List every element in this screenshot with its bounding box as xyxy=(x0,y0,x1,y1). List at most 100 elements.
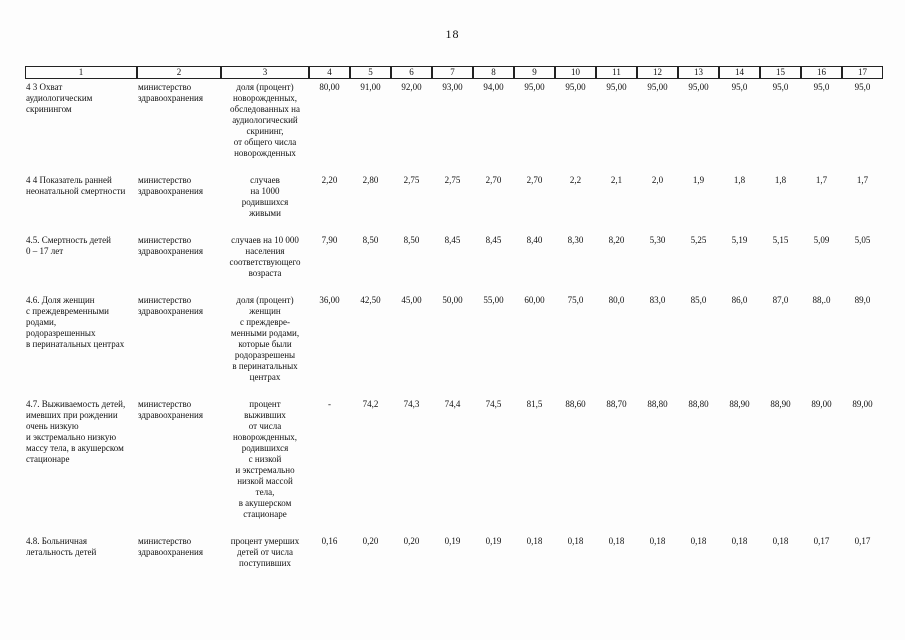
value-cell: 95,0 xyxy=(731,82,748,92)
indicators-table: 1 2 3 4 5 6 7 8 9 10 11 12 13 14 15 16 17 4 3 Охват ауди… xyxy=(25,66,883,582)
value-cell: 0,20 xyxy=(362,536,379,546)
ministry-cell: министерство здравоохранения xyxy=(138,536,204,557)
column-header: 14 xyxy=(719,66,760,79)
value-cell: 83,0 xyxy=(649,295,666,305)
column-header: 3 xyxy=(221,66,309,79)
value-cell: 5,30 xyxy=(649,235,666,245)
value-cell: 89,0 xyxy=(854,295,871,305)
value-cell: 8,45 xyxy=(444,235,461,245)
value-cell: 95,00 xyxy=(524,82,545,92)
indicator-name-cell: 4.6. Доля женщин с преждевременными рода… xyxy=(26,295,125,349)
column-header: 15 xyxy=(760,66,801,79)
value-cell: 8,30 xyxy=(567,235,584,245)
column-header: 11 xyxy=(596,66,637,79)
ministry-cell: министерство здравоохранения xyxy=(138,175,204,196)
indicator-name-cell: 4.5. Смертность детей 0 – 17 лет xyxy=(26,235,111,256)
value-cell: 0,17 xyxy=(854,536,871,546)
value-cell: 74,4 xyxy=(444,399,461,409)
value-cell: 0,16 xyxy=(321,536,338,546)
column-header: 5 xyxy=(350,66,391,79)
column-header: 17 xyxy=(842,66,883,79)
value-cell: 74,2 xyxy=(362,399,379,409)
value-cell: 81,5 xyxy=(526,399,543,409)
value-cell: 80,00 xyxy=(319,82,340,92)
value-cell: 8,45 xyxy=(485,235,502,245)
description-cell: доля (процент) женщин с преждевре- менны… xyxy=(230,295,300,382)
value-cell: 2,70 xyxy=(526,175,543,185)
value-cell: 1,9 xyxy=(692,175,705,185)
value-cell: 80,0 xyxy=(608,295,625,305)
value-cell: 8,40 xyxy=(526,235,543,245)
ministry-cell: министерство здравоохранения xyxy=(138,399,204,420)
value-cell: 88,.0 xyxy=(812,295,831,305)
value-cell: 88,80 xyxy=(647,399,668,409)
value-cell: 88,90 xyxy=(770,399,791,409)
value-cell: 8,50 xyxy=(403,235,420,245)
value-cell: 88,80 xyxy=(688,399,709,409)
table-row: 4.8. Больничная летальность детей министе… xyxy=(25,533,883,582)
column-header: 1 xyxy=(25,66,137,79)
ministry-cell: министерство здравоохранения xyxy=(138,295,204,316)
value-cell: 2,20 xyxy=(321,175,338,185)
indicator-name-cell: 4 4 Показатель ранней неонатальной смерт… xyxy=(26,175,126,196)
value-cell: 60,00 xyxy=(524,295,545,305)
value-cell: 1,7 xyxy=(815,175,828,185)
value-cell: 2,2 xyxy=(569,175,582,185)
value-cell: 0,18 xyxy=(772,536,789,546)
value-cell: 2,70 xyxy=(485,175,502,185)
value-cell: 2,1 xyxy=(610,175,623,185)
column-header: 12 xyxy=(637,66,678,79)
value-cell: 45,00 xyxy=(401,295,422,305)
ministry-cell: министерство здравоохранения xyxy=(138,82,204,103)
column-header: 16 xyxy=(801,66,842,79)
value-cell: 0,19 xyxy=(444,536,461,546)
value-cell: 89,00 xyxy=(811,399,832,409)
value-cell: 74,3 xyxy=(403,399,420,409)
description-cell: процент выживших от числа новорожденных,… xyxy=(232,399,297,519)
value-cell: 93,00 xyxy=(442,82,463,92)
value-cell: - xyxy=(328,399,331,409)
table-row: 4.7. Выживаемость детей, имевших при рож… xyxy=(25,396,883,533)
value-cell: 88,60 xyxy=(565,399,586,409)
table-row: 4.5. Смертность детей 0 – 17 лет министер… xyxy=(25,232,883,292)
column-header: 7 xyxy=(432,66,473,79)
value-cell: 95,00 xyxy=(647,82,668,92)
value-cell: 95,0 xyxy=(813,82,830,92)
column-header: 9 xyxy=(514,66,555,79)
description-cell: доля (процент) новорожденных, обследован… xyxy=(230,82,300,158)
value-cell: 91,00 xyxy=(360,82,381,92)
value-cell: 5,25 xyxy=(690,235,707,245)
value-cell: 88,70 xyxy=(606,399,627,409)
description-cell: случаев на 1000 родившихся живыми xyxy=(241,175,289,218)
description-cell: процент умерших детей от числа поступивш… xyxy=(230,536,300,568)
value-cell: 74,5 xyxy=(485,399,502,409)
value-cell: 7,90 xyxy=(321,235,338,245)
value-cell: 5,09 xyxy=(813,235,830,245)
indicator-name-cell: 4.7. Выживаемость детей, имевших при рож… xyxy=(26,399,126,464)
column-header: 10 xyxy=(555,66,596,79)
value-cell: 75,0 xyxy=(567,295,584,305)
value-cell: 94,00 xyxy=(483,82,504,92)
value-cell: 92,00 xyxy=(401,82,422,92)
indicator-name-cell: 4 3 Охват аудиологическим скринингом xyxy=(26,82,93,114)
column-header: 4 xyxy=(309,66,350,79)
value-cell: 86,0 xyxy=(731,295,748,305)
description-cell: случаев на 10 000 населения соответствую… xyxy=(229,235,301,278)
table-row: 4.6. Доля женщин с преждевременными рода… xyxy=(25,292,883,396)
value-cell: 85,0 xyxy=(690,295,707,305)
value-cell: 55,00 xyxy=(483,295,504,305)
column-header: 2 xyxy=(137,66,221,79)
value-cell: 1,8 xyxy=(774,175,787,185)
value-cell: 2,75 xyxy=(403,175,420,185)
value-cell: 95,00 xyxy=(688,82,709,92)
value-cell: 88,90 xyxy=(729,399,750,409)
value-cell: 1,8 xyxy=(733,175,746,185)
value-cell: 0,18 xyxy=(731,536,748,546)
value-cell: 95,0 xyxy=(772,82,789,92)
column-header: 6 xyxy=(391,66,432,79)
value-cell: 50,00 xyxy=(442,295,463,305)
value-cell: 95,00 xyxy=(606,82,627,92)
ministry-cell: министерство здравоохранения xyxy=(138,235,204,256)
value-cell: 8,20 xyxy=(608,235,625,245)
value-cell: 5,05 xyxy=(854,235,871,245)
